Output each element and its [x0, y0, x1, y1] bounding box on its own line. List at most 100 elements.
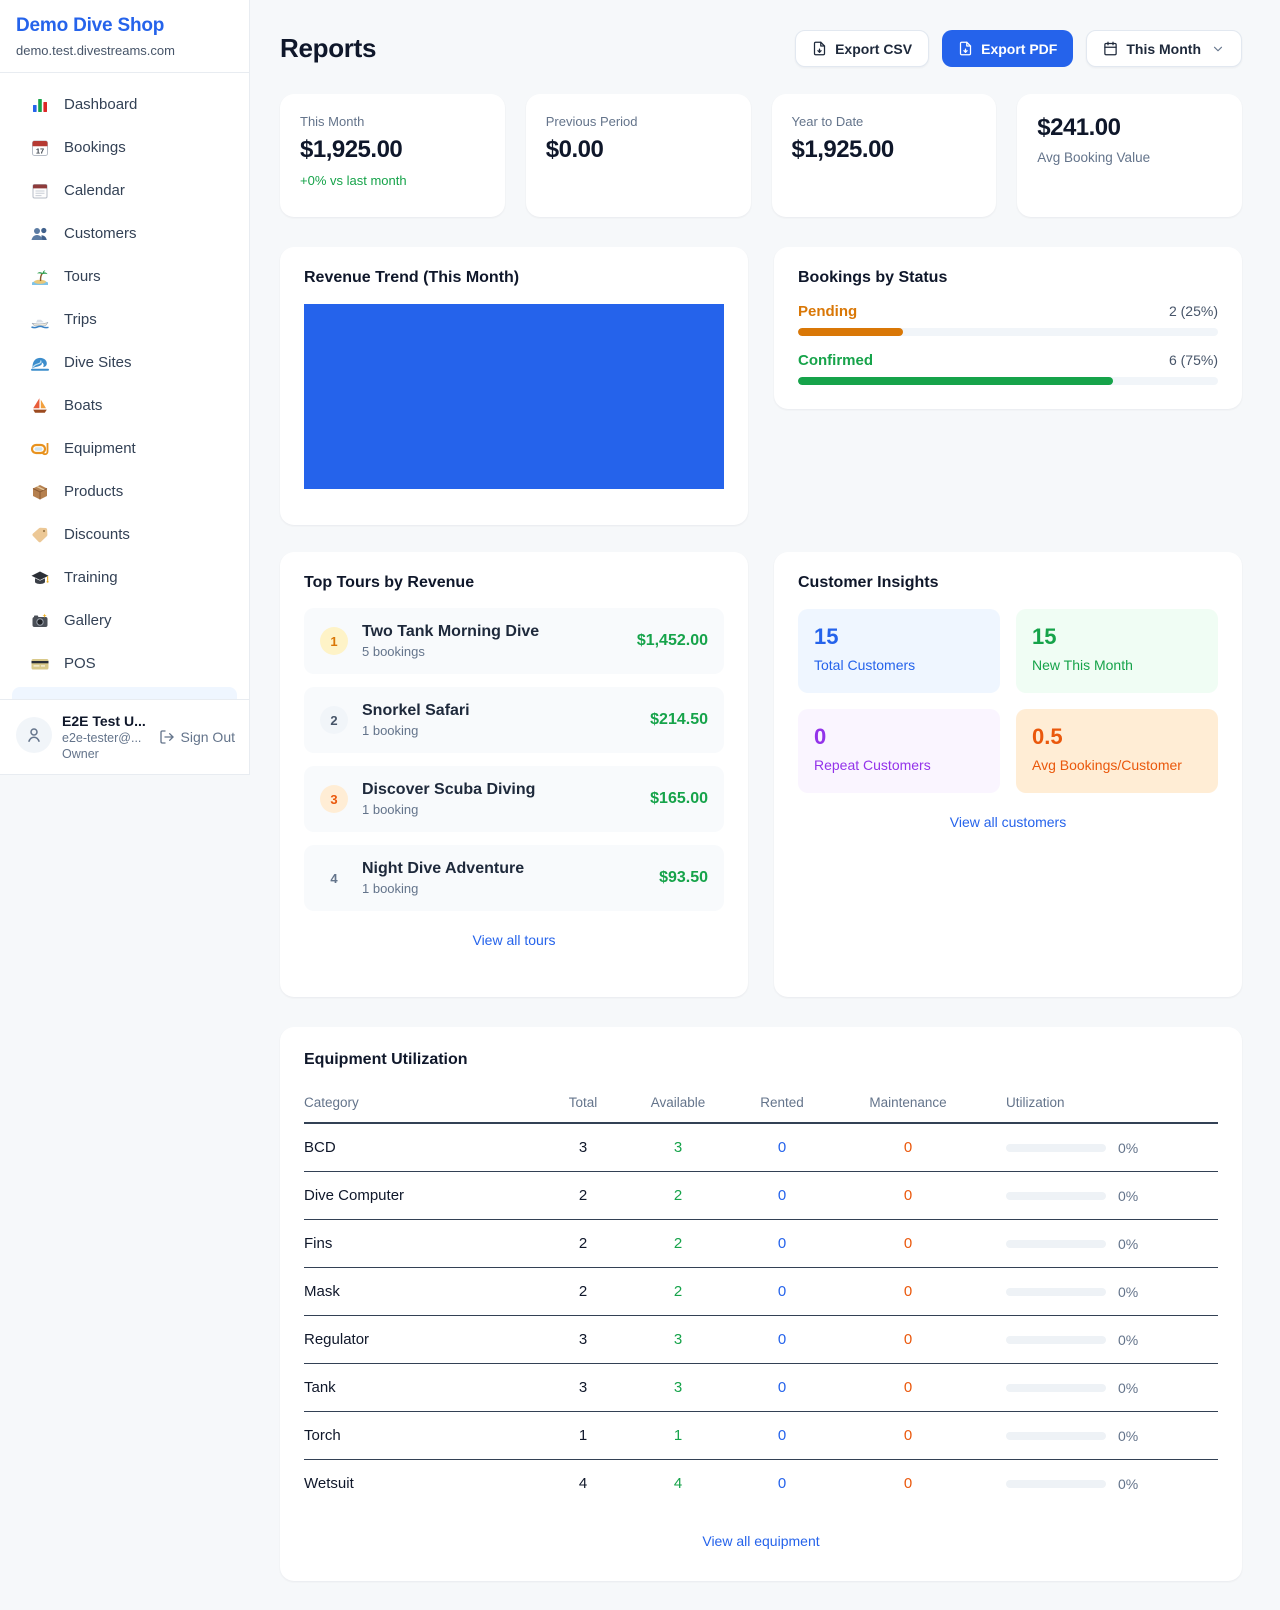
maintenance-cell: 0	[903, 1427, 913, 1444]
sidebar-item-pos[interactable]: POS	[12, 642, 237, 685]
utilization-cell: 0%	[982, 1284, 1218, 1300]
utilization-percent: 0%	[1118, 1139, 1139, 1156]
column-header: Maintenance	[869, 1095, 947, 1110]
sidebar-item-dashboard[interactable]: Dashboard	[12, 83, 237, 126]
tile-total-customers: 15 Total Customers	[798, 609, 1000, 693]
tile-label: New This Month	[1032, 657, 1133, 673]
sidebar-item-label: Products	[64, 483, 124, 500]
stat-label: This Month	[300, 114, 365, 129]
sidebar-item-label: Training	[64, 569, 118, 586]
bookings-by-status-panel: Bookings by Status Pending 2 (25%) Confi…	[774, 247, 1242, 409]
sidebar-item-label: Trips	[64, 311, 97, 328]
sidebar-item-boats[interactable]: Boats	[12, 384, 237, 427]
file-download-icon	[813, 41, 826, 56]
available-cell: 4	[673, 1475, 683, 1492]
users-icon	[30, 224, 50, 244]
sidebar-item-customers[interactable]: Customers	[12, 212, 237, 255]
person-icon	[28, 728, 40, 743]
tour-bookings: 5 bookings	[362, 644, 425, 659]
tile-repeat-customers: 0 Repeat Customers	[798, 709, 1000, 793]
tile-value: 0.5	[1032, 724, 1063, 749]
insights-row: Top Tours by Revenue 1 Two Tank Morning …	[280, 552, 1242, 997]
tour-row[interactable]: 1 Two Tank Morning Dive 5 bookings $1,452…	[304, 608, 724, 674]
table-row: Fins 2 2 0 0 0%	[304, 1219, 1218, 1267]
progress-fill	[798, 328, 903, 336]
equipment-utilization-panel: Equipment Utilization Category Total Ava…	[280, 1027, 1242, 1581]
stat-label: Previous Period	[545, 114, 638, 129]
export-csv-label: Export CSV	[835, 40, 913, 57]
utilization-track	[1006, 1431, 1106, 1440]
sidebar: Demo Dive Shop demo.test.divestreams.com…	[0, 0, 250, 775]
export-pdf-button[interactable]: Export PDF	[942, 30, 1074, 67]
view-all-equipment-link[interactable]: View all equipment	[702, 1533, 820, 1549]
stat-value: $0.00	[545, 136, 604, 163]
available-cell: 2	[673, 1235, 683, 1252]
sidebar-item-gallery[interactable]: Gallery	[12, 599, 237, 642]
category-cell: Tank	[304, 1379, 336, 1396]
sidebar-item-dive-sites[interactable]: Dive Sites	[12, 341, 237, 384]
utilization-track	[1006, 1239, 1106, 1248]
stat-delta: +0% vs last month	[300, 173, 407, 188]
sign-out-button[interactable]: Sign Out	[159, 729, 235, 745]
sidebar-item-training[interactable]: Training	[12, 556, 237, 599]
rented-cell: 0	[777, 1187, 787, 1204]
view-all-customers-link[interactable]: View all customers	[949, 814, 1067, 830]
total-cell: 1	[578, 1427, 588, 1444]
calendar-date-icon: 17	[30, 138, 50, 158]
sidebar-item-equipment[interactable]: Equipment	[12, 427, 237, 470]
stat-card-year-to-date: Year to Date $1,925.00	[771, 94, 997, 217]
tour-row[interactable]: 3 Discover Scuba Diving 1 booking $165.00	[304, 766, 724, 832]
status-label: Pending	[798, 303, 858, 320]
tour-row[interactable]: 2 Snorkel Safari 1 booking $214.50	[304, 687, 724, 753]
available-cell: 3	[673, 1139, 683, 1156]
utilization-cell: 0%	[982, 1380, 1218, 1396]
sidebar-item-label: Gallery	[64, 612, 112, 629]
export-csv-button[interactable]: Export CSV	[795, 30, 930, 67]
svg-text:17: 17	[36, 146, 44, 155]
table-row: Dive Computer 2 2 0 0 0%	[304, 1171, 1218, 1219]
stat-value: $241.00	[1037, 114, 1121, 141]
rank-badge: 3	[320, 785, 348, 813]
bar-chart-icon	[30, 95, 50, 115]
tour-revenue: $214.50	[650, 711, 708, 728]
category-cell: Regulator	[304, 1331, 370, 1348]
utilization-percent: 0%	[1118, 1235, 1139, 1252]
available-cell: 3	[673, 1379, 683, 1396]
utilization-cell: 0%	[982, 1188, 1218, 1204]
tour-row[interactable]: 4 Night Dive Adventure 1 booking $93.50	[304, 845, 724, 911]
tile-label: Repeat Customers	[814, 757, 931, 773]
file-download-icon	[959, 41, 972, 56]
sidebar-item-products[interactable]: Products	[12, 470, 237, 513]
tour-list: 1 Two Tank Morning Dive 5 bookings $1,452…	[304, 608, 724, 911]
sidebar-item-bookings[interactable]: 17 Bookings	[12, 126, 237, 169]
sidebar-item-trips[interactable]: Trips	[12, 298, 237, 341]
sidebar-item-calendar[interactable]: Calendar	[12, 169, 237, 212]
maintenance-cell: 0	[903, 1475, 913, 1492]
sign-out-icon	[159, 730, 174, 744]
utilization-cell: 0%	[982, 1236, 1218, 1252]
total-cell: 3	[578, 1379, 588, 1396]
column-header: Total	[568, 1095, 598, 1110]
sidebar-item-discounts[interactable]: Discounts	[12, 513, 237, 556]
rented-cell: 0	[777, 1283, 787, 1300]
sidebar-item-active-partial[interactable]	[12, 687, 237, 699]
user-email: e2e-tester@...	[62, 731, 142, 745]
stat-card-avg-booking-value: $241.00 Avg Booking Value	[1017, 94, 1242, 217]
speedboat-icon	[30, 310, 50, 330]
view-all-tours-link[interactable]: View all tours	[472, 932, 556, 948]
total-cell: 3	[578, 1331, 588, 1348]
credit-card-icon	[30, 654, 50, 674]
sidebar-item-tours[interactable]: Tours	[12, 255, 237, 298]
status-group-confirmed: Confirmed 6 (75%)	[798, 352, 1218, 385]
category-cell: Dive Computer	[304, 1187, 405, 1204]
calendar-icon	[1104, 41, 1118, 56]
tour-name: Two Tank Morning Dive	[362, 623, 540, 640]
user-meta: E2E Test U... e2e-tester@... Owner	[62, 713, 149, 761]
sailboat-icon	[30, 396, 50, 416]
period-dropdown[interactable]: This Month	[1086, 30, 1242, 67]
tour-bookings: 1 booking	[362, 723, 419, 738]
brand-name[interactable]: Demo Dive Shop	[16, 15, 165, 36]
top-tours-title: Top Tours by Revenue	[304, 574, 475, 591]
island-icon	[30, 267, 50, 287]
table-row: Regulator 3 3 0 0 0%	[304, 1315, 1218, 1363]
